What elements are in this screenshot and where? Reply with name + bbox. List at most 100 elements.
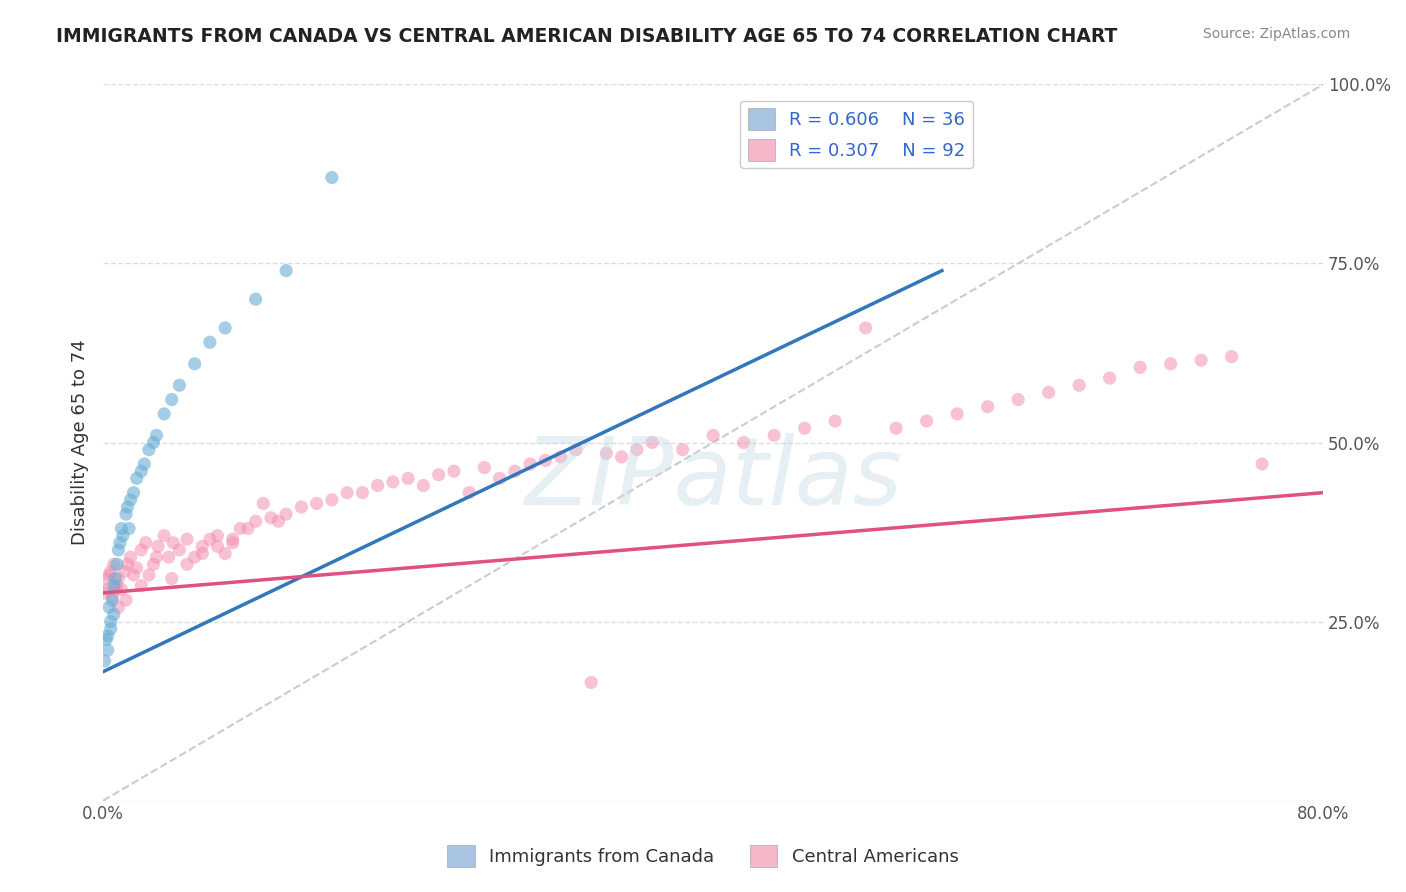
Point [915,414,938,428]
Point [108,536,131,550]
Point [550,450,572,464]
Point [122,568,145,582]
Point [115,593,138,607]
Point [120,492,142,507]
Point [103,579,125,593]
Point [104,572,127,586]
Point [252,496,274,510]
Point [107,543,129,558]
Point [104,582,127,597]
Point [198,532,221,546]
Point [107,572,129,586]
Point [100,622,122,636]
Point [1038,385,1060,400]
Point [125,561,148,575]
Text: Source: ZipAtlas.com: Source: ZipAtlas.com [1202,27,1350,41]
Point [100,565,122,579]
Legend: Immigrants from Canada, Central Americans: Immigrants from Canada, Central American… [440,838,966,874]
Point [427,467,450,482]
Point [672,442,695,457]
Point [97,629,120,643]
Point [162,536,184,550]
Point [97,643,120,657]
Point [122,485,145,500]
Point [1220,350,1243,364]
Point [290,500,312,514]
Point [98,600,121,615]
Point [352,485,374,500]
Point [222,532,245,546]
Point [96,632,118,647]
Point [534,453,557,467]
Point [107,600,129,615]
Point [176,532,198,546]
Point [458,485,481,500]
Point [519,457,541,471]
Point [129,543,152,558]
Point [145,550,167,565]
Point [367,478,389,492]
Point [260,510,283,524]
Point [1129,360,1152,375]
Legend: R = 0.606    N = 36, R = 0.307    N = 92: R = 0.606 N = 36, R = 0.307 N = 92 [741,101,973,169]
Point [135,536,157,550]
Point [111,528,134,542]
Point [138,568,160,582]
Point [1189,353,1212,368]
Point [191,540,214,554]
Point [321,492,343,507]
Point [267,514,290,528]
Point [381,475,404,489]
Point [793,421,815,435]
Point [1069,378,1091,392]
Point [98,568,121,582]
Point [93,586,115,600]
Y-axis label: Disability Age 65 to 74: Disability Age 65 to 74 [72,340,89,545]
Point [626,442,648,457]
Point [142,558,165,572]
Point [443,464,465,478]
Point [134,457,156,471]
Point [110,582,132,597]
Point [103,558,125,572]
Point [105,579,128,593]
Point [169,543,191,558]
Point [245,514,267,528]
Point [129,464,152,478]
Point [305,496,328,510]
Point [176,558,198,572]
Point [595,446,617,460]
Point [117,558,139,572]
Point [100,615,122,629]
Point [160,572,183,586]
Point [105,558,128,572]
Point [96,572,118,586]
Point [733,435,755,450]
Point [336,485,359,500]
Point [169,378,191,392]
Point [183,550,205,565]
Point [142,435,165,450]
Point [118,521,141,535]
Point [157,550,180,565]
Point [97,582,120,597]
Point [129,579,152,593]
Point [207,528,229,542]
Point [503,464,526,478]
Point [236,521,259,535]
Point [229,521,252,535]
Point [183,357,205,371]
Text: ZIPatlas: ZIPatlas [524,433,903,524]
Point [321,170,343,185]
Point [115,507,138,521]
Point [641,435,664,450]
Point [125,471,148,485]
Point [101,593,124,607]
Point [579,675,602,690]
Point [160,392,183,407]
Point [153,407,176,421]
Point [1160,357,1182,371]
Point [117,500,139,514]
Point [884,421,907,435]
Point [474,460,496,475]
